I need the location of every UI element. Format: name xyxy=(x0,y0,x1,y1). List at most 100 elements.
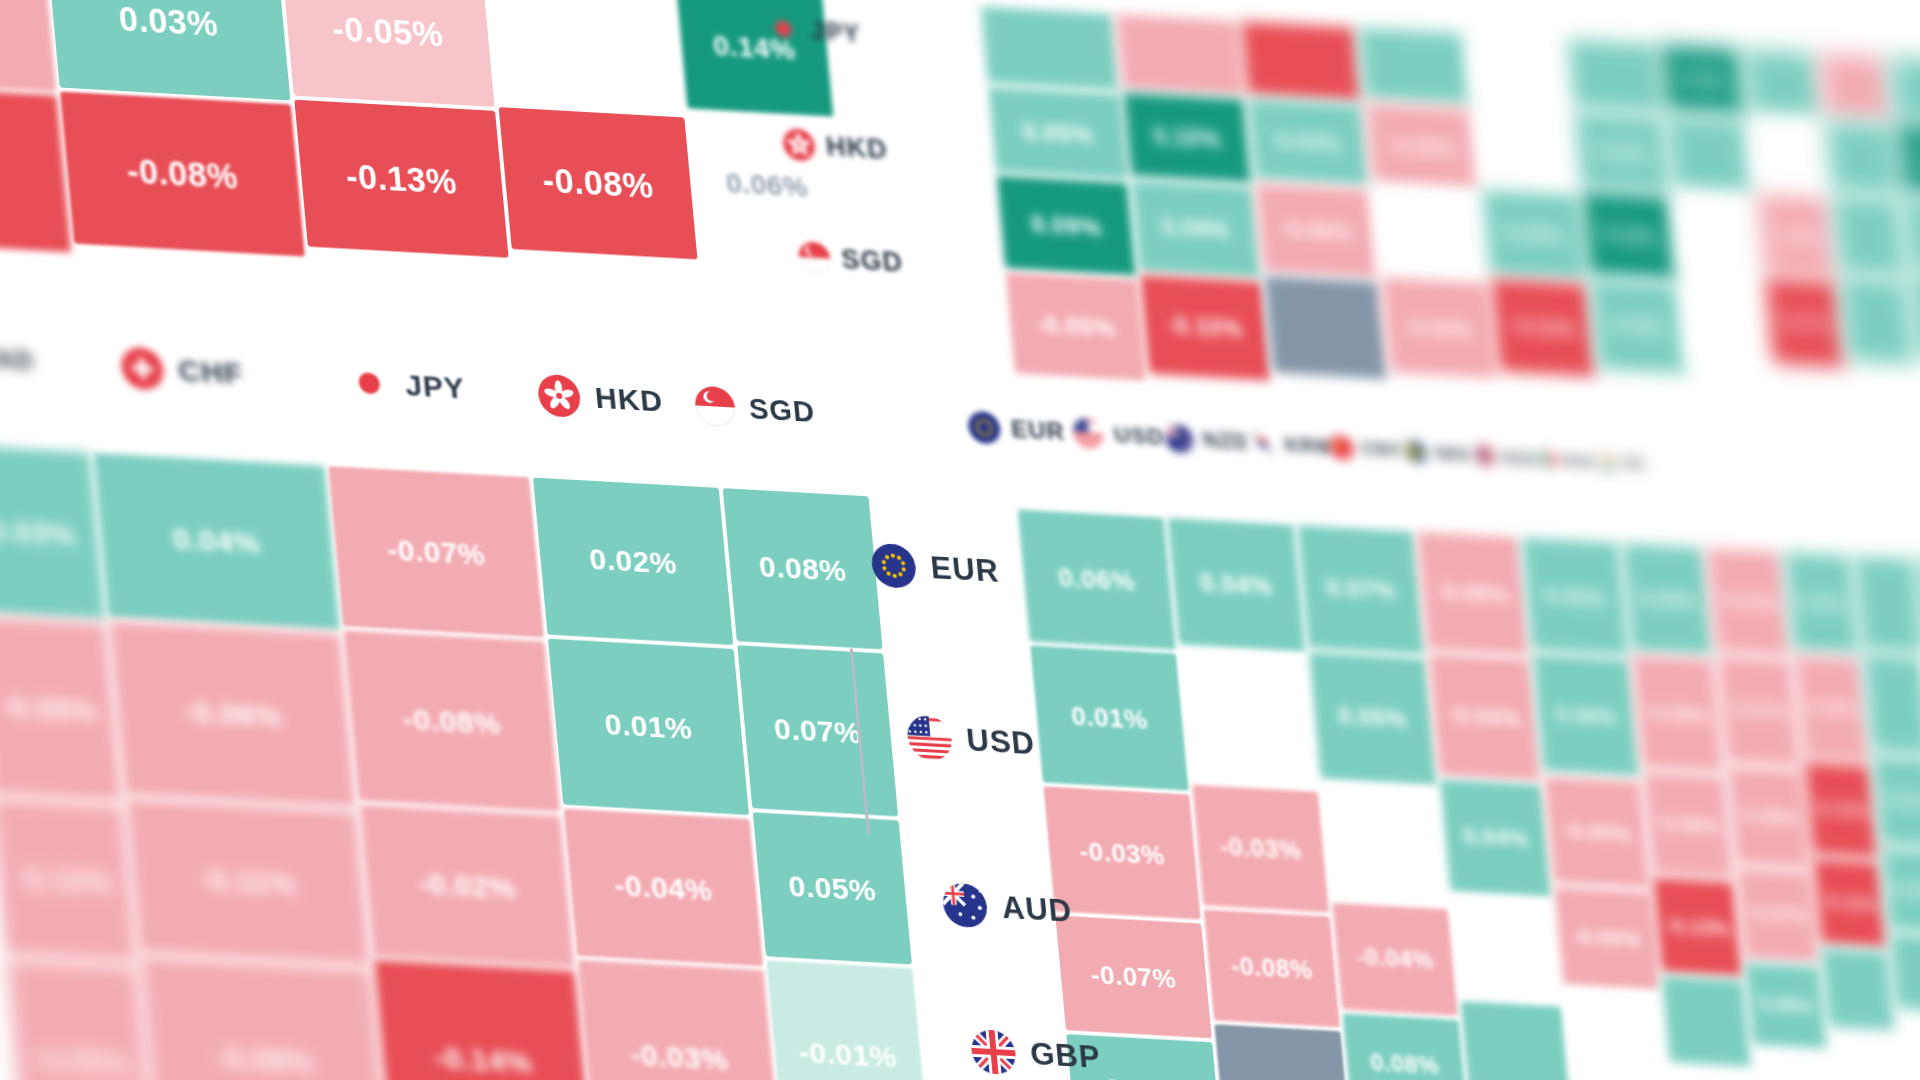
heatmap-cell[interactable] xyxy=(1451,895,1561,1003)
heatmap-cell[interactable] xyxy=(1214,1024,1349,1080)
heatmap-cell[interactable]: 0.09% xyxy=(997,176,1136,276)
heatmap-cell[interactable]: 0.08% xyxy=(1343,1013,1468,1080)
heatmap-cell[interactable]: -0.02% xyxy=(360,804,575,966)
heatmap-cell[interactable]: -0.03% xyxy=(1192,785,1329,912)
heatmap-cell[interactable]: -0.06% xyxy=(1256,184,1378,279)
heatmap-cell[interactable]: 0.03% xyxy=(47,0,291,100)
heatmap-cell[interactable]: 0.06% xyxy=(1018,510,1176,650)
heatmap-cell[interactable]: 0.05% xyxy=(988,87,1127,179)
heatmap-cell[interactable]: -0.07% xyxy=(1055,915,1211,1038)
heatmap-cell[interactable] xyxy=(1116,14,1244,96)
heatmap-cell[interactable]: 0.08% xyxy=(723,488,883,650)
heatmap-cell[interactable] xyxy=(1854,556,1920,653)
heatmap-cell[interactable] xyxy=(1321,783,1448,905)
heatmap-cell[interactable]: -0.08% xyxy=(1727,767,1810,869)
heatmap-cell[interactable]: -0.07% xyxy=(1736,869,1818,963)
heatmap-cell[interactable]: 0.06% xyxy=(1533,655,1640,778)
heatmap-cell[interactable]: -0.05% xyxy=(7,959,156,1080)
heatmap-cell[interactable] xyxy=(1475,108,1578,191)
heatmap-cell[interactable] xyxy=(981,7,1119,91)
heatmap-cell[interactable]: -0.07% xyxy=(1717,655,1801,766)
heatmap-cell[interactable]: 0.06% xyxy=(1784,552,1859,654)
heatmap-cell[interactable] xyxy=(1662,976,1751,1066)
heatmap-cell[interactable]: -0.05% xyxy=(1632,656,1723,773)
heatmap-cell[interactable]: 0.05% xyxy=(1483,190,1587,280)
heatmap-cell[interactable] xyxy=(1264,276,1387,379)
heatmap-cell[interactable]: 0.05% xyxy=(1622,543,1713,656)
heatmap-cell[interactable]: -0.12% xyxy=(1804,762,1879,859)
heatmap-cell[interactable] xyxy=(1568,40,1662,113)
heatmap-cell[interactable]: -0.07% xyxy=(328,466,544,637)
heatmap-cell[interactable] xyxy=(1241,21,1362,101)
heatmap-cell[interactable] xyxy=(1358,28,1470,106)
heatmap-cell[interactable]: -0.11% xyxy=(1491,279,1595,377)
heatmap-cell[interactable] xyxy=(1564,989,1668,1080)
heatmap-cell[interactable]: -0.03% xyxy=(578,960,781,1080)
heatmap-cell[interactable] xyxy=(1666,116,1753,194)
heatmap-cell[interactable]: 0.05% xyxy=(1590,279,1686,374)
heatmap-cell[interactable] xyxy=(1468,34,1570,109)
heatmap-cell[interactable]: -0.06% xyxy=(1794,655,1869,761)
heatmap-cell[interactable]: 0.04% xyxy=(94,453,340,630)
heatmap-cell[interactable]: -0.11% xyxy=(126,798,371,965)
heatmap-cell[interactable]: -0.08% xyxy=(344,630,560,811)
heatmap-cell[interactable]: -0.04% xyxy=(1707,548,1790,655)
heatmap-cell[interactable]: 0.08% xyxy=(1660,45,1746,116)
heatmap-cell[interactable]: -0.04% xyxy=(1757,195,1836,278)
heatmap-cell[interactable]: -0.05% xyxy=(281,0,494,107)
heatmap-cell[interactable]: 0.05% xyxy=(753,812,912,964)
heatmap-cell[interactable] xyxy=(1902,196,1920,275)
heatmap-cell[interactable]: -0.08% xyxy=(60,91,305,256)
heatmap-cell[interactable]: -0.09% xyxy=(140,956,389,1080)
heatmap-cell[interactable] xyxy=(1674,194,1761,279)
heatmap-cell[interactable]: -0.07% xyxy=(1765,278,1845,368)
heatmap-cell[interactable]: -0.05% xyxy=(1365,104,1478,189)
heatmap-cell[interactable] xyxy=(1820,54,1892,121)
heatmap-cell[interactable]: 0.10% xyxy=(1123,93,1251,183)
heatmap-cell[interactable]: 0.06% xyxy=(1745,962,1826,1048)
heatmap-cell[interactable]: -0.11% xyxy=(1813,859,1887,948)
heatmap-cell[interactable] xyxy=(0,0,56,91)
heatmap-cell[interactable]: 0.05% xyxy=(1873,756,1920,848)
heatmap-cell[interactable]: 0.05% xyxy=(1309,652,1437,786)
heatmap-cell[interactable] xyxy=(1833,196,1906,277)
heatmap-cell[interactable]: -0.05% xyxy=(1006,273,1146,381)
heatmap-cell[interactable] xyxy=(1180,649,1318,788)
heatmap-cell[interactable]: 0.09% xyxy=(1896,124,1920,196)
heatmap-cell[interactable]: -0.13% xyxy=(1653,878,1743,976)
heatmap-cell[interactable] xyxy=(1890,58,1920,123)
heatmap-cell[interactable] xyxy=(1826,121,1898,195)
heatmap-cell[interactable]: -0.01% xyxy=(767,960,930,1080)
heatmap-cell[interactable]: 0.01% xyxy=(548,638,749,815)
heatmap-cell[interactable] xyxy=(1889,934,1920,1012)
heatmap-cell[interactable] xyxy=(1373,187,1487,280)
heatmap-cell[interactable]: 0.04% xyxy=(1575,112,1670,193)
heatmap-cell[interactable]: 0.04% xyxy=(1131,180,1260,277)
heatmap-cell[interactable]: -0.05% xyxy=(0,617,122,802)
heatmap-cell[interactable]: -0.10% xyxy=(0,798,137,962)
heatmap-cell[interactable]: -0.05% xyxy=(1554,887,1659,990)
heatmap-cell[interactable]: 0.04% xyxy=(1167,518,1305,652)
heatmap-cell[interactable]: -0.04% xyxy=(1382,278,1497,378)
heatmap-cell[interactable]: 0.02% xyxy=(533,477,733,644)
heatmap-cell[interactable]: -0.05% xyxy=(1417,532,1529,655)
heatmap-cell[interactable]: -0.06% xyxy=(1643,772,1733,879)
heatmap-cell[interactable] xyxy=(1840,277,1914,365)
heatmap-cell[interactable] xyxy=(1744,49,1822,118)
heatmap-cell[interactable]: -0.05% xyxy=(1544,776,1650,888)
heatmap-cell[interactable]: -0.14% xyxy=(374,959,592,1080)
heatmap-cell[interactable]: -0.04% xyxy=(1332,903,1458,1016)
heatmap-cell[interactable]: 0.03% xyxy=(0,445,105,619)
heatmap-cell[interactable]: -0.08% xyxy=(499,106,698,259)
heatmap-cell[interactable]: -0.08% xyxy=(1204,910,1340,1028)
heatmap-cell[interactable] xyxy=(1863,654,1920,755)
heatmap-cell[interactable]: 0.01% xyxy=(1030,646,1188,791)
heatmap-cell[interactable] xyxy=(1461,1001,1570,1080)
heatmap-cell[interactable]: -0.13% xyxy=(294,100,508,259)
heatmap-cell[interactable]: 0.07% xyxy=(737,646,898,817)
heatmap-cell[interactable]: -0.04% xyxy=(564,809,763,967)
heatmap-cell[interactable]: 0.04% xyxy=(1440,780,1551,897)
heatmap-cell[interactable]: -0.06% xyxy=(109,621,356,807)
heatmap-cell[interactable] xyxy=(0,88,71,252)
heatmap-cell[interactable]: 0.11% xyxy=(1582,192,1678,280)
